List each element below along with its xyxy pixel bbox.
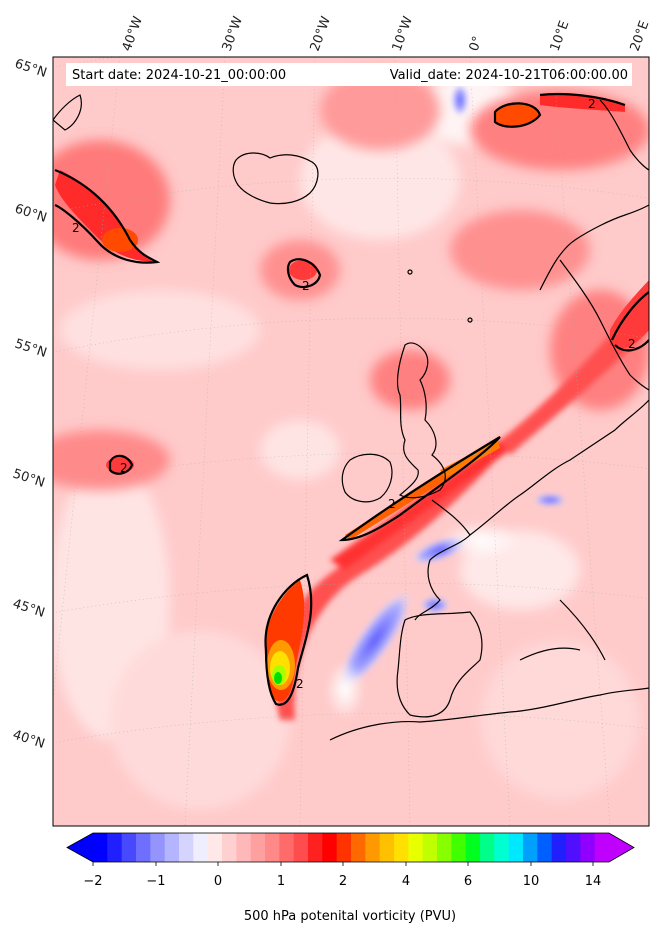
- lon-label: 20°E: [628, 19, 653, 54]
- coastlines: [53, 94, 649, 741]
- colorbar-tick-label: 4: [402, 874, 410, 889]
- contour-label: 2: [302, 279, 310, 293]
- lat-label: 45°N: [11, 597, 47, 621]
- contour-label: 2: [72, 221, 80, 235]
- contour-label: 2: [296, 677, 304, 691]
- colorbar-swatch: [480, 833, 495, 862]
- start-date-label: Start date: 2024-10-21_00:00:00: [72, 68, 286, 83]
- colorbar-tick-label: 14: [585, 874, 602, 889]
- lat-label: 55°N: [13, 337, 49, 361]
- lon-label: 30°W: [220, 14, 246, 53]
- colorbar-min-extend: [67, 833, 93, 862]
- colorbar-swatch: [121, 833, 137, 862]
- colorbar-tick-label: 0: [214, 874, 222, 889]
- lon-label: 10°E: [548, 19, 573, 54]
- contour-label: 2: [388, 497, 396, 511]
- colorbar-swatch: [494, 833, 510, 862]
- colorbar-swatch: [164, 833, 180, 862]
- colorbar-swatch: [222, 833, 237, 862]
- date-header-box: [66, 63, 632, 86]
- colorbar-swatch: [566, 833, 581, 862]
- colorbar-swatch: [207, 833, 223, 862]
- colorbar-swatch: [193, 833, 209, 862]
- colorbar-swatch: [580, 833, 596, 862]
- longitude-labels: 40°W 30°W 20°W 10°W 0° 10°E 20°E: [120, 14, 653, 53]
- colorbar-swatch: [551, 833, 567, 862]
- colorbar-swatch: [236, 833, 252, 862]
- lon-label: 10°W: [390, 14, 416, 53]
- colorbar-swatch: [93, 833, 108, 862]
- colorbar-tick-label: 10: [523, 874, 540, 889]
- colorbar-swatch: [594, 833, 610, 862]
- colorbar-max-extend: [609, 833, 634, 862]
- colorbar-swatch: [293, 833, 309, 862]
- colorbar-swatch: [451, 833, 467, 862]
- contour-labels: 2 2 2 2 2 2 2: [72, 97, 636, 691]
- lon-label: 40°W: [120, 14, 146, 53]
- colorbar-swatch: [537, 833, 553, 862]
- contour-label: 2: [588, 97, 596, 111]
- latitude-labels: 65°N 60°N 55°N 50°N 45°N 40°N: [11, 57, 49, 752]
- lat-label: 50°N: [11, 467, 47, 491]
- colorbar-swatch: [508, 833, 524, 862]
- colorbar-tick-label: 2: [339, 874, 347, 889]
- colorbar-swatch: [150, 833, 166, 862]
- colorbar-tick-label: −2: [83, 874, 102, 889]
- contour-label: 2: [120, 461, 128, 475]
- colorbar: [66, 832, 635, 866]
- lat-label: 60°N: [13, 202, 49, 226]
- colorbar-swatch: [408, 833, 424, 862]
- colorbar-swatch: [394, 833, 409, 862]
- graticule: [53, 57, 649, 826]
- colorbar-swatch: [351, 833, 366, 862]
- colorbar-swatch: [422, 833, 438, 862]
- colorbar-swatch: [465, 833, 481, 862]
- colorbar-title: 500 hPa potenital vorticity (PVU): [244, 909, 456, 924]
- valid-date-label: Valid_date: 2024-10-21T06:00:00.00: [390, 68, 628, 83]
- colorbar-swatch: [279, 833, 295, 862]
- colorbar-swatch: [523, 833, 538, 862]
- map-frame: [52, 56, 650, 827]
- colorbar-tick-label: −1: [146, 874, 165, 889]
- lat-label: 65°N: [13, 57, 49, 81]
- pv-field: 2 2 2 2 2 2 2: [53, 57, 649, 826]
- pv-2-contours: [54, 92, 649, 706]
- lon-label: 0°: [467, 34, 486, 53]
- colorbar-swatch: [365, 833, 381, 862]
- colorbar-tick-label: 6: [464, 874, 472, 889]
- colorbar-swatch: [107, 833, 123, 862]
- lat-label: 40°N: [11, 728, 47, 752]
- colorbar-tick-labels: −2 −1 0 1 2 4 6 10 14: [83, 874, 601, 889]
- colorbar-swatch: [322, 833, 338, 862]
- colorbar-tick-label: 1: [277, 874, 285, 889]
- lon-label: 20°W: [308, 14, 334, 53]
- colorbar-swatch: [308, 833, 323, 862]
- contour-label: 2: [628, 337, 636, 351]
- colorbar-swatch: [250, 833, 266, 862]
- colorbar-swatch: [265, 833, 280, 862]
- colorbar-swatch: [379, 833, 395, 862]
- colorbar-swatch: [336, 833, 352, 862]
- colorbar-swatch: [136, 833, 151, 862]
- colorbar-swatch: [179, 833, 194, 862]
- colorbar-swatch: [437, 833, 452, 862]
